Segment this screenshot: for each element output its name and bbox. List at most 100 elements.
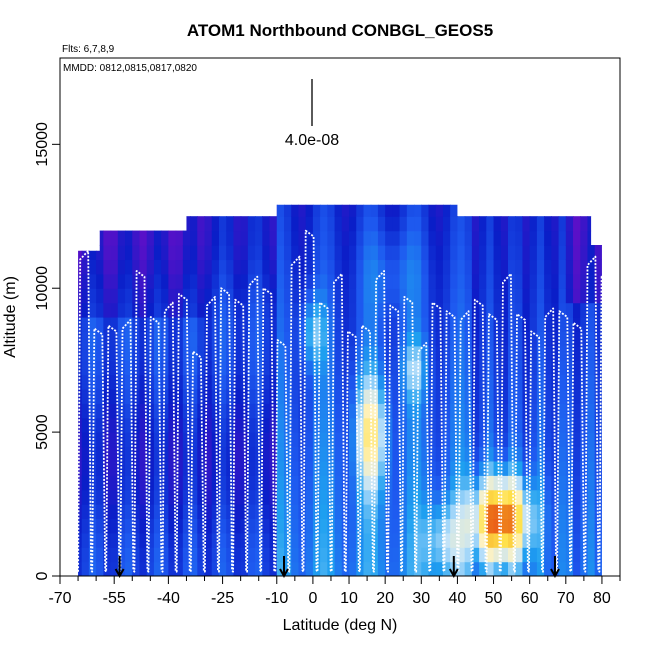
heatmap-cell [580,273,589,289]
heatmap-cell [327,432,336,448]
heatmap-cell [320,317,328,332]
heatmap-cell [153,417,162,433]
heatmap-cell [414,532,422,548]
heatmap-cell [276,374,285,390]
heatmap-cell [233,388,242,404]
heatmap-cell [428,388,437,404]
heatmap-cell [262,547,271,563]
heatmap-cell [125,475,133,491]
heatmap-cell [226,460,235,476]
heatmap-cell [435,288,444,304]
heatmap-cell [500,489,509,505]
heatmap-cell [356,204,365,217]
heatmap-cell [153,489,162,505]
heatmap-cell [573,518,581,534]
heatmap-cell [110,360,119,376]
heatmap-cell [428,446,437,462]
heatmap-cell [406,302,415,318]
heatmap-cell [117,518,126,534]
heatmap-cell [139,547,148,563]
heatmap-cell [435,417,444,433]
heatmap-cell [349,532,357,548]
heatmap-cell [334,504,343,520]
heatmap-cell [399,273,408,289]
heatmap-cell [349,273,357,289]
heatmap-cell [190,216,198,232]
heatmap-cell [284,446,292,462]
heatmap-cell [349,460,357,476]
heatmap-cell [565,532,574,548]
heatmap-cell [168,374,177,390]
heatmap-cell [218,288,227,304]
heatmap-cell [464,273,473,289]
heatmap-cell [204,331,213,347]
heatmap-cell [327,259,336,275]
heatmap-cell [161,273,169,289]
heatmap-cell [421,403,430,419]
heatmap-cell [262,360,271,376]
heatmap-cell [262,446,271,462]
heatmap-cell [298,345,307,361]
heatmap-cell [442,273,451,289]
heatmap-cell [558,475,567,491]
heatmap-cell [81,460,90,476]
heatmap-cell [594,403,602,419]
heatmap-cell [529,489,538,505]
heatmap-cell [175,561,184,576]
heatmap-cell [110,547,119,563]
heatmap-cell [211,388,220,404]
heatmap-cell [190,547,198,563]
heatmap-cell [110,417,119,433]
heatmap-cell [558,245,567,261]
heatmap-cell [464,302,473,318]
heatmap-cell [153,302,162,318]
heatmap-cell [580,374,589,390]
heatmap-cell [320,475,328,491]
heatmap-cell [327,360,336,376]
heatmap-cell [262,230,271,246]
heatmap-cell [349,432,357,448]
heatmap-cell [269,360,278,376]
heatmap-cell [471,230,480,246]
heatmap-cell [161,288,169,304]
heatmap-cell [284,317,292,332]
heatmap-cell [435,518,444,534]
heatmap-cell [197,360,206,376]
heatmap-cell [204,460,213,476]
heatmap-cell [204,388,213,404]
heatmap-cell [377,230,386,246]
heatmap-cell [399,245,408,261]
heatmap-cell [312,460,321,476]
heatmap-cell [320,518,328,534]
heatmap-cell [255,532,263,548]
heatmap-cell [298,460,307,476]
heatmap-cell [218,518,227,534]
heatmap-cell [168,446,177,462]
heatmap-cell [233,547,242,563]
heatmap-cell [442,245,451,261]
heatmap-cell [96,374,104,390]
heatmap-cell [558,446,567,462]
heatmap-cell [522,518,531,534]
heatmap-cell [457,288,466,304]
heatmap-cell [78,489,83,505]
heatmap-cell [349,475,357,491]
heatmap-cell [334,317,343,332]
heatmap-cell [529,216,538,232]
heatmap-cell [81,360,90,376]
heatmap-cell [305,504,314,520]
heatmap-cell [204,532,213,548]
heatmap-cell [190,518,198,534]
heatmap-cell [103,489,112,505]
heatmap-cell [168,360,177,376]
heatmap-cell [197,273,206,289]
heatmap-cell [479,446,487,462]
heatmap-cell [132,532,141,548]
heatmap-cell [81,432,90,448]
heatmap-cell [305,273,314,289]
heatmap-cell [500,331,509,347]
heatmap-cell [291,216,300,232]
heatmap-cell [218,460,227,476]
heatmap-cell [161,230,169,246]
heatmap-cell [529,561,538,576]
